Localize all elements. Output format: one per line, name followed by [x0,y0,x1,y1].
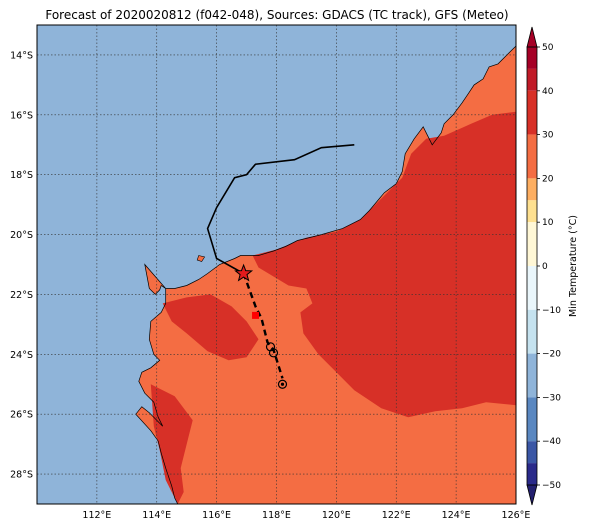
lat-tick-label: 16°S [10,110,33,121]
gridlines [37,25,516,504]
lat-tick-label: 22°S [10,290,33,301]
colorbar-band [527,353,537,398]
lon-tick-label: 122°E [382,510,411,521]
colorbar-band [527,397,537,442]
colorbar-tick-label: 0 [542,262,548,272]
latitude-tick-labels: 14°S 16°S 18°S 20°S 22°S 24°S 26°S 28°S [10,50,33,480]
colorbar-tick-label: −10 [542,306,561,316]
colorbar-tick-label: 20 [542,174,554,184]
map-frame [36,24,517,505]
land-temperature-30-40-inland [252,111,516,418]
land-temperature-30-40-west [162,294,259,361]
lat-tick-label: 20°S [10,230,33,241]
colorbar-label: Min Temperature (°C) [568,215,579,317]
colorbar-band [527,90,537,135]
colorbar-band [527,441,537,464]
lon-tick-label: 114°E [142,510,171,521]
colorbar-band [527,266,537,310]
colorbar-tick-label: −20 [542,350,561,360]
lat-tick-label: 18°S [10,170,33,181]
track-circle-marker [277,379,288,389]
colorbar: 50 40 30 20 10 0 −10 −20 −30 −40 −50 Min Temperatu… [526,26,579,506]
cyclone-past-track [206,144,355,275]
lat-tick-label: 28°S [10,470,33,481]
forecast-circle-markers [265,342,288,389]
colorbar-bands [527,47,537,485]
track-circle-dot [280,382,285,386]
colorbar-band [527,47,537,69]
colorbar-tick-label: 40 [542,87,554,97]
colorbar-tick-label: 50 [542,43,554,53]
longitude-tick-labels: 112°E 114°E 116°E 118°E 120°E 122°E 124°E 126°E [82,510,530,521]
lon-tick-label: 120°E [322,510,351,521]
colorbar-tick-label: −40 [542,437,561,447]
colorbar-bottom-arrow [526,484,538,506]
colorbar-band [527,200,537,223]
coastline [135,45,516,504]
colorbar-tick-label: 30 [542,131,554,141]
lon-tick-label: 112°E [82,510,111,521]
forecast-position-marker [252,311,260,319]
current-position-star-icon [234,263,254,282]
lon-tick-label: 116°E [202,510,231,521]
colorbar-band [527,309,537,354]
colorbar-band [527,463,537,485]
map-title: Forecast of 2020020812 (f042-048), Sourc… [45,8,508,22]
colorbar-tick-label: −50 [542,481,561,491]
cyclone-forecast-track [242,273,284,379]
colorbar-band [527,178,537,201]
map-panel [37,25,516,504]
lat-tick-label: 26°S [10,410,33,421]
colorbar-tick-label: 10 [542,218,554,228]
colorbar-tick-label: −30 [542,393,561,403]
lon-tick-label: 124°E [442,510,471,521]
colorbar-band [527,222,537,266]
colorbar-band [527,68,537,91]
lon-tick-label: 126°E [502,510,531,521]
land-temperature-30-40-southwest [150,384,193,504]
lon-tick-label: 118°E [262,510,291,521]
lat-tick-label: 24°S [10,350,33,361]
track-circle-marker [268,348,279,358]
colorbar-ticks: 50 40 30 20 10 0 −10 −20 −30 −40 −50 [537,43,561,491]
island [196,255,206,262]
lat-tick-label: 14°S [10,50,33,61]
colorbar-band [527,134,537,179]
colorbar-top-arrow [526,26,538,48]
